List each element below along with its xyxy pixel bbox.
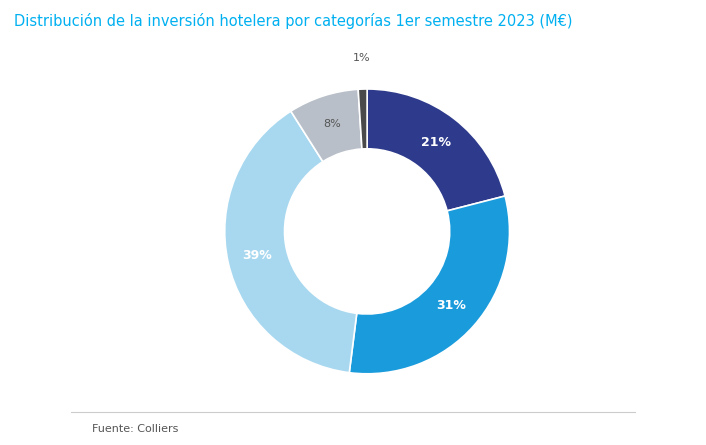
Wedge shape [358, 89, 367, 149]
Wedge shape [367, 89, 505, 211]
Text: 21%: 21% [421, 136, 451, 149]
Text: 8%: 8% [323, 119, 341, 129]
Text: 31%: 31% [436, 299, 467, 312]
Text: Distribución de la inversión hotelera por categorías 1er semestre 2023 (M€): Distribución de la inversión hotelera po… [14, 13, 573, 29]
Text: 1%: 1% [353, 53, 371, 63]
Wedge shape [291, 89, 362, 162]
Text: 39%: 39% [242, 250, 273, 263]
Text: Fuente: Colliers: Fuente: Colliers [92, 424, 178, 434]
Wedge shape [349, 196, 510, 374]
Wedge shape [225, 111, 357, 372]
